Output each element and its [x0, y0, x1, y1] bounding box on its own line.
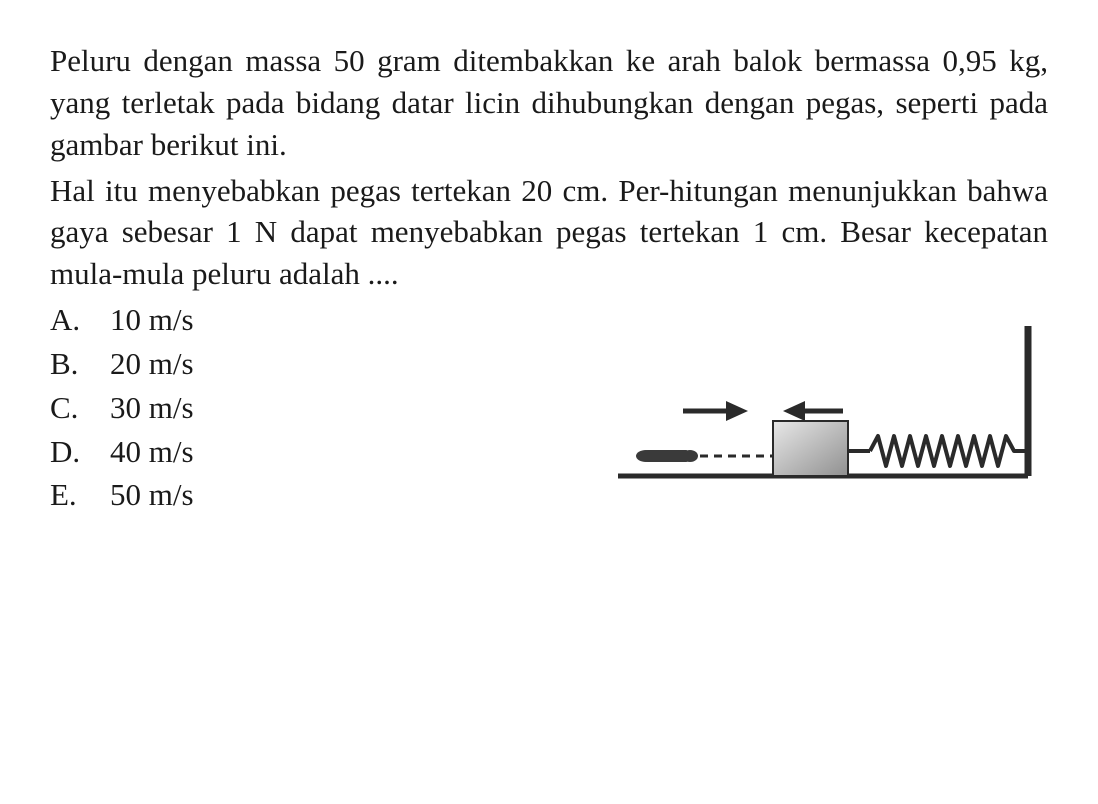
- option-label: B.: [50, 343, 110, 385]
- physics-diagram: [608, 316, 1038, 506]
- option-value: 30 m/s: [110, 387, 194, 429]
- arrow-right-icon: [683, 401, 748, 421]
- arrow-left-icon: [783, 401, 843, 421]
- option-label: C.: [50, 387, 110, 429]
- question-paragraph-2: Hal itu menyebabkan pegas tertekan 20 cm…: [50, 170, 1048, 296]
- option-value: 10 m/s: [110, 299, 194, 341]
- option-a: A. 10 m/s: [50, 299, 194, 341]
- option-label: E.: [50, 474, 110, 516]
- bottom-section: A. 10 m/s B. 20 m/s C. 30 m/s D. 40 m/s …: [50, 299, 1048, 516]
- question-paragraph-1: Peluru dengan massa 50 gram ditembakkan …: [50, 40, 1048, 166]
- question-container: Peluru dengan massa 50 gram ditembakkan …: [50, 40, 1048, 516]
- option-b: B. 20 m/s: [50, 343, 194, 385]
- option-value: 20 m/s: [110, 343, 194, 385]
- option-label: D.: [50, 431, 110, 473]
- spring-icon: [870, 436, 1028, 466]
- option-label: A.: [50, 299, 110, 341]
- block-icon: [773, 421, 848, 476]
- bullet-icon: [636, 450, 698, 462]
- option-d: D. 40 m/s: [50, 431, 194, 473]
- option-e: E. 50 m/s: [50, 474, 194, 516]
- options-list: A. 10 m/s B. 20 m/s C. 30 m/s D. 40 m/s …: [50, 299, 194, 516]
- diagram-svg: [608, 316, 1038, 506]
- option-value: 50 m/s: [110, 474, 194, 516]
- option-value: 40 m/s: [110, 431, 194, 473]
- option-c: C. 30 m/s: [50, 387, 194, 429]
